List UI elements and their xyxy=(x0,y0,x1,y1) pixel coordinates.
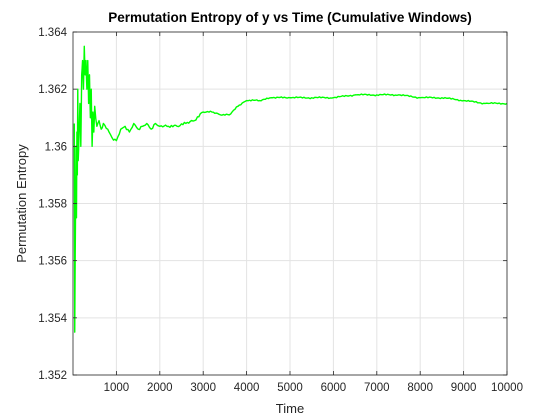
x-tick-label: 4000 xyxy=(234,382,260,394)
ticks xyxy=(73,31,508,376)
y-tick-label: 1.354 xyxy=(38,313,67,325)
x-axis-label: Time xyxy=(276,401,304,416)
y-tick-label: 1.356 xyxy=(38,256,67,268)
x-tick-label: 7000 xyxy=(364,382,390,394)
x-tick-label: 2000 xyxy=(147,382,173,394)
y-axis-label: Permutation Entropy xyxy=(14,144,29,263)
series-line xyxy=(73,45,508,333)
x-tick-label: 1000 xyxy=(104,382,130,394)
x-tick-label: 8000 xyxy=(407,382,433,394)
y-tick-label: 1.364 xyxy=(38,27,67,39)
x-tick-label: 9000 xyxy=(451,382,477,394)
x-tick-label: 3000 xyxy=(190,382,216,394)
y-tick-label: 1.362 xyxy=(38,84,67,96)
chart-title: Permutation Entropy of y vs Time (Cumula… xyxy=(108,10,471,25)
x-tick-labels: 1000 2000 3000 4000 5000 6000 7000 8000 9000 1000… xyxy=(104,382,523,394)
x-tick-label: 10000 xyxy=(491,382,523,394)
y-tick-labels: 1.352 1.354 1.356 1.358 1.36 1.362 1.364 xyxy=(38,27,67,382)
x-tick-label: 5000 xyxy=(277,382,303,394)
x-tick-label: 6000 xyxy=(321,382,347,394)
y-tick-label: 1.358 xyxy=(38,199,67,211)
y-tick-label: 1.36 xyxy=(45,141,67,153)
y-tick-label: 1.352 xyxy=(38,370,67,382)
